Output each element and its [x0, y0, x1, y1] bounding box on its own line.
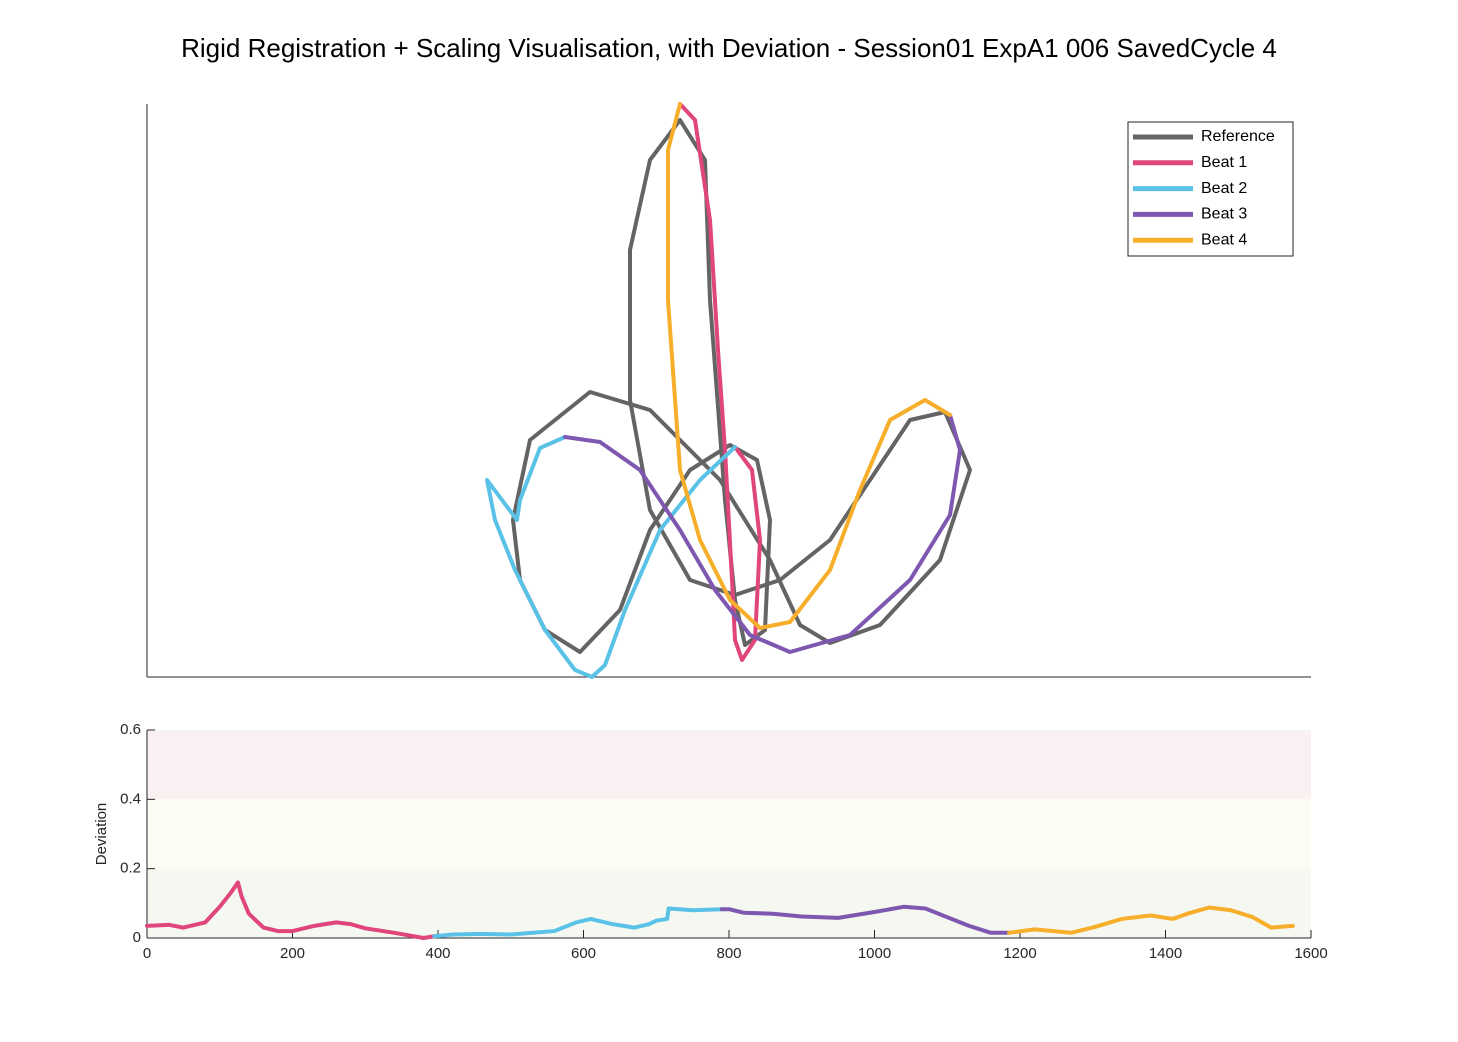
x-tick-label: 600 [571, 945, 596, 962]
series-line [485, 435, 737, 679]
y-tick-label: 0.2 [120, 860, 141, 877]
threshold-band [147, 799, 1311, 869]
legend-label: Beat 3 [1201, 206, 1247, 223]
series-line [511, 118, 972, 654]
y-tick-label: 0 [133, 929, 141, 946]
x-tick-label: 400 [425, 945, 450, 962]
series-line [666, 102, 952, 630]
threshold-band [147, 730, 1311, 800]
x-tick-label: 0 [143, 945, 151, 962]
legend-label: Reference [1201, 128, 1275, 145]
x-tick-label: 1400 [1149, 945, 1182, 962]
x-tick-label: 1600 [1294, 945, 1327, 962]
x-tick-label: 800 [716, 945, 741, 962]
x-tick-label: 1000 [858, 945, 891, 962]
y-axis-label: Deviation [93, 803, 110, 866]
series-line [145, 880, 437, 940]
series-line [678, 102, 762, 662]
legend-label: Beat 2 [1201, 180, 1247, 197]
legend-label: Beat 4 [1201, 231, 1247, 248]
threshold-band [147, 868, 1311, 938]
chart-title: Rigid Registration + Scaling Visualisati… [181, 33, 1277, 63]
y-tick-label: 0.6 [120, 721, 141, 738]
series-line [1007, 905, 1295, 935]
series-line [719, 904, 1012, 935]
x-tick-label: 1200 [1003, 945, 1036, 962]
legend-label: Beat 1 [1201, 154, 1247, 171]
y-tick-label: 0.4 [120, 790, 141, 807]
series-line [563, 413, 962, 654]
x-tick-label: 200 [280, 945, 305, 962]
series-line [432, 906, 724, 939]
